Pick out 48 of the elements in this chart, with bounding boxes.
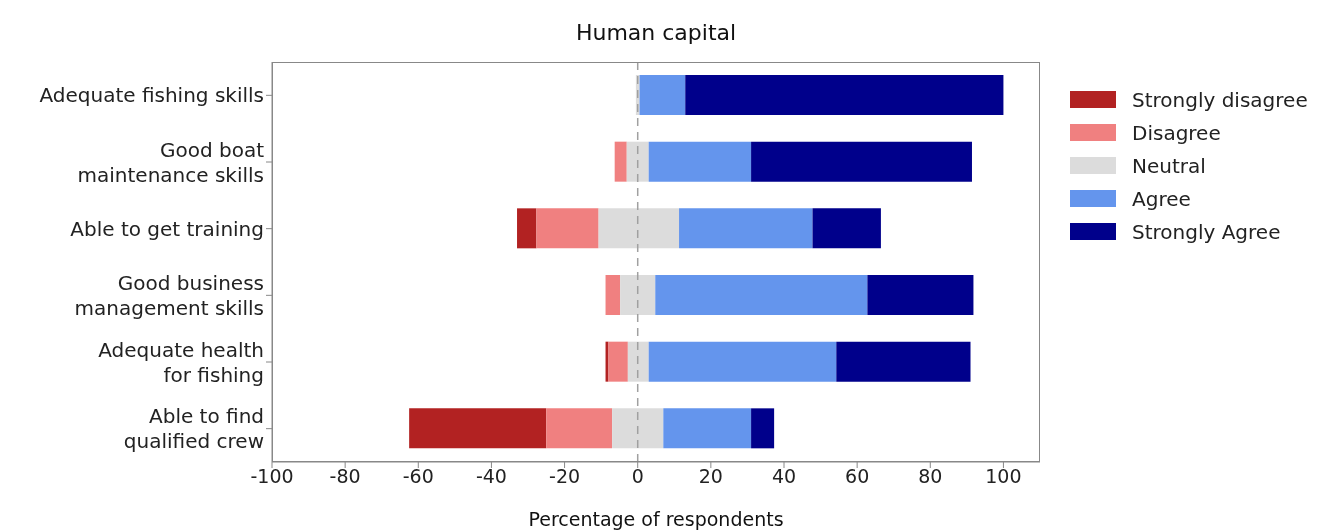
y-tick-label: Adequate fishing skills: [39, 83, 264, 108]
x-axis-title: Percentage of respondents: [527, 508, 785, 530]
bar: [627, 341, 649, 382]
bar: [655, 275, 868, 315]
y-tick-label: Good business management skills: [74, 270, 264, 320]
legend-label: Strongly disagree: [1132, 87, 1308, 112]
chart-title: Human capital: [574, 20, 738, 45]
x-tick-label: 0: [631, 465, 644, 488]
legend-label: Neutral: [1132, 153, 1206, 178]
bar: [867, 275, 974, 315]
x-tick-label: -80: [329, 465, 361, 488]
bar: [546, 408, 613, 449]
x-tick-label: 20: [698, 465, 723, 488]
x-tick-label: -60: [402, 465, 434, 488]
bar: [685, 75, 1004, 115]
bar: [605, 275, 621, 315]
bar: [663, 408, 752, 449]
bar: [517, 208, 537, 249]
bar: [612, 408, 664, 449]
x-tick-label: 60: [845, 465, 870, 488]
bar: [598, 208, 680, 249]
bar: [648, 141, 752, 182]
bar: [751, 141, 972, 182]
legend-label: Agree: [1132, 186, 1191, 211]
x-tick-label: -20: [549, 465, 581, 488]
x-tick-label: 80: [918, 465, 943, 488]
bar: [648, 341, 837, 382]
x-tick-label: -100: [250, 465, 294, 488]
bar: [536, 208, 599, 249]
bar: [812, 208, 881, 249]
x-tick-label: 100: [985, 465, 1022, 488]
legend-label: Disagree: [1132, 120, 1221, 145]
bar: [409, 408, 547, 449]
y-tick-label: Able to get training: [70, 216, 264, 241]
bar: [620, 275, 656, 315]
y-tick-label: Good boat maintenance skills: [77, 137, 265, 187]
x-tick-label: -40: [475, 465, 507, 488]
bar: [639, 75, 686, 115]
y-tick-label: Able to find qualified crew: [123, 404, 264, 454]
x-tick-label: 40: [771, 465, 797, 488]
y-tick-label: Adequate health for fishing: [98, 337, 264, 387]
bar: [679, 208, 813, 249]
bar: [614, 141, 627, 182]
bar: [608, 341, 628, 382]
bar: [626, 141, 649, 182]
legend-label: Strongly Agree: [1132, 219, 1281, 244]
bar: [751, 408, 775, 449]
bar: [836, 341, 971, 382]
